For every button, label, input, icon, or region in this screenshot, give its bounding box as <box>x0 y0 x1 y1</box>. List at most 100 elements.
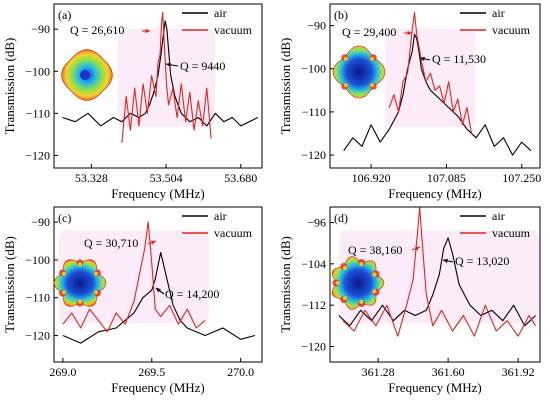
q-annotation: Q = 13,020 <box>455 254 509 268</box>
y-tick-label: −90 <box>307 19 326 33</box>
mode-shape-surface <box>332 45 386 99</box>
mode-shape-lobe-core <box>94 271 99 276</box>
legend-label: air <box>214 6 227 20</box>
panel-label: (a) <box>58 8 71 22</box>
mode-shape-lobe-core <box>342 265 348 271</box>
y-tick-label: −112 <box>302 298 326 312</box>
y-tick-label: −120 <box>25 148 50 162</box>
mode-shape-lobe-core <box>370 83 375 88</box>
x-tick-label: 361.60 <box>432 365 465 379</box>
series-line-air <box>62 20 259 127</box>
y-tick-label: −90 <box>31 215 50 229</box>
legend-label: air <box>492 6 505 20</box>
panel-label: (b) <box>334 8 348 22</box>
x-tick-label: 269.5 <box>138 365 165 379</box>
x-tick-label: 53.328 <box>75 171 108 185</box>
series-line-air <box>343 33 532 156</box>
annotation-arrowhead <box>166 62 171 67</box>
y-tick-label: −120 <box>25 329 50 343</box>
q-annotation: Q = 9440 <box>180 59 225 73</box>
mode-shape-surface <box>53 259 107 307</box>
mode-shape-lobe-core <box>61 290 66 295</box>
annotation-arrowhead <box>415 246 420 251</box>
series-line-air <box>62 251 256 344</box>
x-tick-label: 53.680 <box>224 171 257 185</box>
x-tick-label: 107.250 <box>502 171 541 185</box>
y-tick-label: −120 <box>301 340 326 354</box>
series-line-air <box>338 237 536 327</box>
mode-shape-lobe-core <box>77 262 83 267</box>
y-tick-label: −96 <box>307 216 326 230</box>
y-tick-label: −100 <box>25 253 50 267</box>
chart-panel: 106.920 107.085 107.250 −90 −100 −110 −120 Freq… <box>278 3 541 201</box>
x-axis-title: Frequency (MHz) <box>388 186 482 201</box>
legend-label: vacuum <box>214 226 253 240</box>
q-annotation: Q = 29,400 <box>342 25 396 39</box>
series-line-vacuum <box>62 221 206 333</box>
q-annotation: Q = 26,610 <box>70 23 124 37</box>
chart-panel: 53.328 53.504 53.680 −90 −100 −110 −120 Frequen… <box>2 3 263 201</box>
x-tick-label: 53.504 <box>150 171 183 185</box>
mode-shape-inset <box>332 45 386 99</box>
legend-label: air <box>492 209 505 223</box>
mode-shape-lobe-core <box>94 290 99 295</box>
annotation-arrowhead <box>407 30 412 36</box>
mode-shape-lobe-core <box>359 299 364 305</box>
mode-shape-lobe-core <box>359 261 364 267</box>
x-tick-label: 361.28 <box>362 365 395 379</box>
y-tick-label: −100 <box>25 64 50 78</box>
series-line-vacuum <box>121 11 212 143</box>
annotation-arrowhead <box>145 28 150 34</box>
legend-label: vacuum <box>492 226 531 240</box>
y-tick-label: −110 <box>26 291 50 305</box>
peak-highlight <box>339 230 540 324</box>
mode-shape-inset <box>53 259 107 307</box>
y-axis-title: Transmission (dB) <box>278 38 293 135</box>
y-tick-label: −104 <box>301 257 326 271</box>
y-tick-label: −110 <box>26 106 50 120</box>
x-axis-title: Frequency (MHz) <box>111 186 205 201</box>
y-tick-label: −120 <box>301 148 326 162</box>
mode-shape-lobe-core <box>343 56 348 61</box>
mode-shape-lobe-core <box>61 271 66 276</box>
y-axis-title: Transmission (dB) <box>278 236 293 333</box>
chart-panel: 269.0 269.5 270.0 −90 −100 −110 −120 Frequency … <box>2 206 263 395</box>
y-tick-label: −110 <box>302 105 326 119</box>
y-tick-label: −90 <box>31 22 50 36</box>
chart-panel: 361.28 361.60 361.92 −96 −104 −112 −120 Frequen… <box>278 206 541 395</box>
plot-frame <box>329 206 541 363</box>
panel-label: (c) <box>58 211 71 225</box>
mode-shape-lobe-core <box>343 83 348 88</box>
mode-shape-lobe-core <box>372 272 377 277</box>
series-line-vacuum <box>342 206 537 337</box>
mode-shape-lobe-core <box>335 280 340 286</box>
x-axis-title: Frequency (MHz) <box>111 380 205 395</box>
panel-label: (d) <box>334 211 348 225</box>
q-annotation: Q = 14,200 <box>165 287 219 301</box>
annotation-arrowhead <box>443 258 448 264</box>
annotation-arrowhead <box>420 56 425 62</box>
legend-label: vacuum <box>214 23 253 37</box>
y-axis-title: Transmission (dB) <box>2 38 17 135</box>
x-tick-label: 269.0 <box>49 365 76 379</box>
annotation-arrowhead <box>151 240 156 245</box>
x-axis-title: Frequency (MHz) <box>388 380 482 395</box>
q-annotation: Q = 38,160 <box>348 243 402 257</box>
mode-shape-center <box>80 70 90 80</box>
series-line-vacuum <box>388 12 473 134</box>
mode-shape-lobe-core <box>370 56 375 61</box>
mode-shape-lobe-core <box>77 299 83 304</box>
x-tick-label: 106.920 <box>352 171 391 185</box>
q-annotation: Q = 30,710 <box>84 236 138 250</box>
q-annotation: Q = 11,530 <box>432 52 486 66</box>
peak-highlight <box>385 28 476 128</box>
legend-label: air <box>214 209 227 223</box>
mode-shape-lobe-core <box>372 289 377 294</box>
mode-shape-inset <box>61 49 113 101</box>
y-axis-title: Transmission (dB) <box>2 236 17 333</box>
mode-shape-inset <box>331 256 385 310</box>
y-tick-label: −100 <box>301 62 326 76</box>
plot-frame <box>329 3 541 169</box>
x-tick-label: 107.085 <box>427 171 466 185</box>
